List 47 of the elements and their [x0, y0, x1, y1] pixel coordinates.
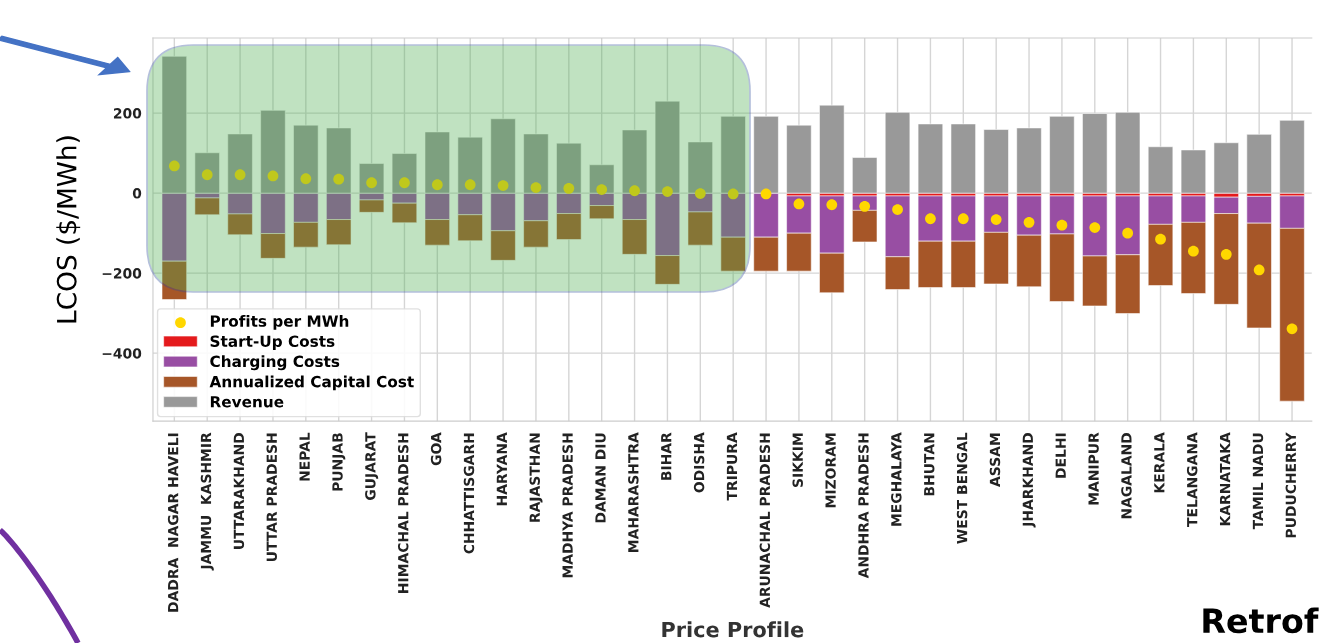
x-tick-label: GOA [430, 432, 442, 466]
legend-label: Start-Up Costs [210, 335, 335, 350]
x-tick-label: PUDUCHERRY [1285, 432, 1297, 538]
x-tick-label: DAMAN DIU [595, 433, 606, 523]
x-tick-label: HIMACHAL PRADESH [397, 433, 409, 593]
y-axis-title: LCOS ($/MWh) [56, 136, 81, 323]
x-tick-label: NAGALAND [1121, 433, 1132, 519]
x-tick-label: MEGHALAYA [891, 432, 902, 526]
x-axis-title: Price Profile [662, 621, 804, 638]
x-tick-label: MADHYA PRADESH [562, 433, 573, 578]
x-tick-label: BHUTAN [924, 433, 935, 496]
x-tick-label: BIHAR [661, 432, 672, 480]
x-tick-label: SIKKIM [792, 433, 803, 487]
x-tick-label: TELANGANA [1186, 432, 1198, 527]
legend-label: Profits per MWh [210, 315, 349, 330]
legend-label: Charging Costs [210, 355, 340, 371]
x-tick-label: MAHARASHTRA [628, 432, 639, 552]
legend-label: Revenue [210, 396, 284, 408]
x-tick-label: KARNATAKA [1219, 432, 1231, 526]
x-tick-label: UTTAR PRADESH [266, 433, 277, 562]
x-tick-label: DADRA NAGAR HAVELI [167, 433, 179, 612]
y-tick-label: 0 [132, 188, 142, 199]
x-tick-label: PUNJAB [332, 433, 346, 491]
x-tick-label: MANIPUR [1088, 432, 1099, 505]
x-tick-label: CHHATTISGARH [463, 433, 475, 554]
y-tick-label: −400 [102, 348, 142, 359]
x-tick-label: MIZORAM [825, 433, 836, 508]
x-tick-label: KERALA [1154, 432, 1165, 493]
x-tick-label: TRIPURA [726, 432, 738, 501]
x-tick-label: DELHI [1055, 433, 1066, 478]
y-tick-label: 200 [113, 108, 142, 119]
x-tick-label: UTTARAKHAND [233, 433, 245, 549]
x-tick-label: ASSAM [989, 433, 1001, 487]
x-tick-label: ANDHRA PRADESH [858, 433, 869, 579]
x-tick-label: WEST BENGAL [956, 432, 968, 544]
x-tick-label: RAJASTHAN [529, 433, 543, 522]
x-tick-label: NEPAL [299, 432, 310, 481]
x-tick-label: JHARKHAND [1022, 433, 1036, 528]
y-tick-label: −200 [102, 268, 142, 279]
legend-label: Annualized Capital Cost [209, 375, 414, 391]
x-tick-label: ARUNACHAL PRADESH [759, 433, 771, 608]
text: Retrof [1203, 607, 1319, 634]
x-tick-label: GUJARAT [365, 432, 379, 501]
x-tick-label: HARYANA [496, 432, 507, 506]
x-tick-label: ODISHA [693, 432, 705, 493]
x-tick-label: JAMMU KASHMIR [200, 432, 214, 571]
x-tick-label: TAMIL NADU [1252, 433, 1264, 530]
